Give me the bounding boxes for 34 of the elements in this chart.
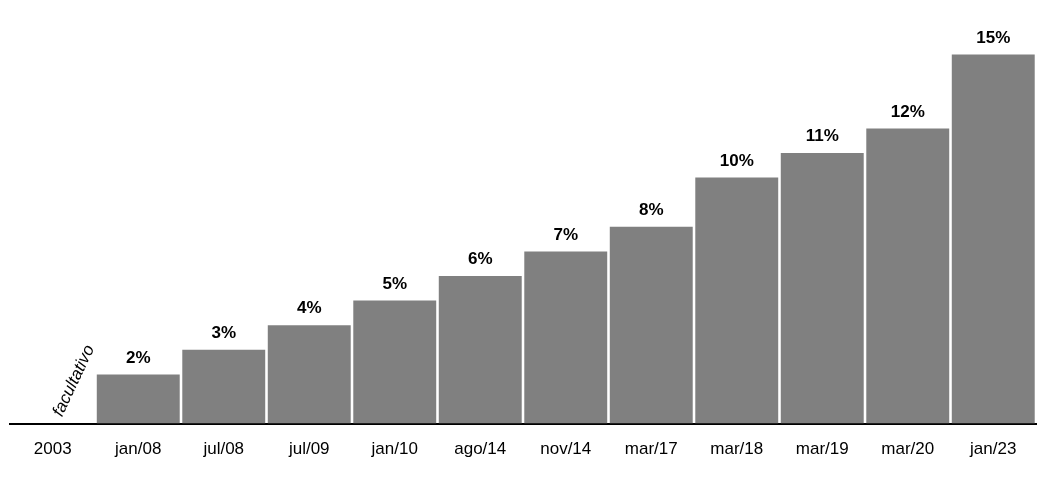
data-label: 3% [211, 322, 237, 342]
x-tick-label: jul/09 [287, 439, 330, 459]
x-tick-label: jan/10 [370, 439, 418, 459]
bar [609, 226, 693, 424]
x-tick-label: jul/08 [202, 439, 245, 459]
bar [182, 349, 266, 424]
x-tick-label: mar/18 [710, 439, 764, 459]
data-label: 7% [553, 224, 579, 244]
data-label: 4% [296, 298, 322, 318]
data-label: 11% [805, 126, 839, 146]
bar [353, 300, 437, 424]
x-tick-label: mar/17 [624, 439, 678, 459]
x-tick-label: 2003 [33, 439, 72, 459]
x-tick-label: jan/23 [969, 439, 1017, 459]
bar [438, 276, 522, 424]
data-label: 6% [467, 249, 493, 269]
bar [951, 54, 1035, 424]
bar [780, 153, 864, 424]
x-tick-label: mar/19 [795, 439, 849, 459]
bar [866, 128, 950, 424]
x-tick-label: ago/14 [454, 439, 507, 459]
data-label: 8% [638, 199, 664, 219]
bar [524, 251, 608, 424]
bar [96, 374, 180, 424]
x-tick-label: mar/20 [881, 439, 935, 459]
bar [267, 325, 351, 424]
data-label: 5% [382, 273, 408, 293]
data-label: 10% [719, 150, 754, 170]
data-label: 15% [976, 27, 1011, 47]
x-tick-label: jan/08 [114, 439, 162, 459]
data-label: 2% [125, 347, 151, 367]
data-label: 12% [890, 101, 925, 121]
bar [695, 177, 779, 424]
x-tick-label: nov/14 [540, 439, 592, 459]
